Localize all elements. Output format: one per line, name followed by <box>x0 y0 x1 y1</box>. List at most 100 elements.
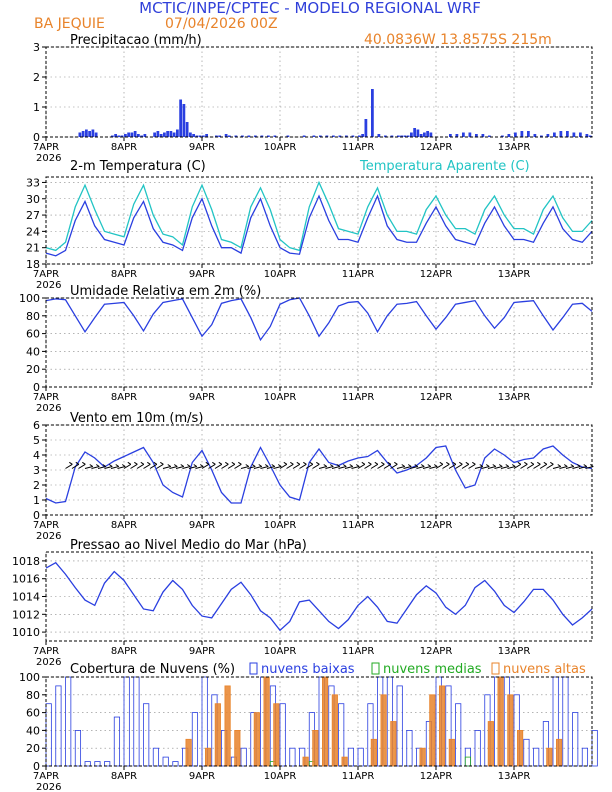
x-tick-label: 9APR <box>189 646 215 657</box>
wind-arrow-head <box>387 461 392 465</box>
precip-bar <box>185 122 189 137</box>
wind-arrow-head <box>218 461 223 465</box>
x-tick-label: 10APR <box>264 520 297 531</box>
y-tick-label: 2 <box>33 71 40 84</box>
wind-arrow <box>214 463 223 469</box>
wind-arrow <box>422 466 431 469</box>
panel-title: 2-m Temperatura (C) <box>70 159 206 174</box>
x-tick-label: 12APR <box>420 520 453 531</box>
wind-arrow <box>195 466 204 469</box>
wind-arrow <box>149 463 158 469</box>
wind-arrow <box>370 463 379 469</box>
wind-arrow <box>292 463 301 469</box>
precip-bar <box>397 135 400 137</box>
year-label: 2026 <box>36 782 61 792</box>
precip-bar <box>81 131 85 137</box>
precip-bar <box>241 135 244 137</box>
precip-bar <box>205 134 209 137</box>
precip-bar <box>426 131 430 137</box>
wind-arrow-head <box>537 461 541 465</box>
wind-arrow <box>331 466 340 469</box>
precip-bar <box>416 129 420 137</box>
wind-arrow-head <box>342 464 347 467</box>
cloud-bar-2 <box>370 738 377 767</box>
wind-arrow-head <box>446 461 450 465</box>
panel-title: Umidade Relativa em 2m (%) <box>70 284 261 299</box>
y-tick-label: 0 <box>33 509 40 522</box>
wind-arrow-head <box>225 461 229 465</box>
wind-arrow-head <box>258 464 263 467</box>
precip-bar <box>302 135 306 137</box>
precip-bar <box>468 132 472 137</box>
wind-arrow-head <box>485 464 490 467</box>
wind-arrow-head <box>167 464 172 467</box>
precip-bar <box>475 134 478 137</box>
wind-arrow <box>253 466 262 469</box>
x-tick-label: 7APR <box>33 392 59 403</box>
wind-arrow <box>461 463 470 469</box>
precip-bar <box>312 135 316 137</box>
wind-arrow-head <box>361 461 366 465</box>
wind-arrow-head <box>329 464 334 467</box>
main-title: MCTIC/INPE/CPTEC - MODELO REGIONAL WRF <box>139 0 481 17</box>
cloud-bar-2 <box>507 694 514 767</box>
year-label: 2026 <box>36 280 61 291</box>
panel-frame <box>45 46 593 138</box>
precip-bar <box>153 132 157 137</box>
wind-arrow-head <box>89 464 94 467</box>
y-tick-label: 80 <box>26 310 40 323</box>
wind-arrow <box>442 463 450 469</box>
wind-arrow-head <box>323 464 328 467</box>
wind-arrow-head <box>570 464 575 467</box>
wind-arrow <box>377 463 385 469</box>
wind-arrow-head <box>505 464 510 467</box>
precip-bar <box>358 135 361 137</box>
wind-arrow <box>396 466 405 469</box>
wind-arrow-head <box>271 464 276 467</box>
wind-arrow-head <box>401 464 406 467</box>
x-tick-label: 13APR <box>498 392 531 403</box>
wind-arrow <box>130 463 138 469</box>
wind-arrow <box>455 463 463 469</box>
x-tick-label: 13APR <box>498 269 531 280</box>
wind-arrow-head <box>479 464 484 467</box>
precip-bar <box>514 132 517 137</box>
wind-arrow-head <box>95 464 100 467</box>
wind-arrow <box>234 463 242 469</box>
precip-bar <box>390 135 394 137</box>
wind-arrow-head <box>309 461 314 465</box>
year-label: 2026 <box>36 657 61 668</box>
x-tick-label: 12APR <box>420 269 453 280</box>
precip-bar <box>179 99 183 137</box>
wind-arrow <box>572 466 581 469</box>
cloud-bar-2 <box>390 721 397 767</box>
series-label: Temperatura Aparente (C) <box>359 159 530 174</box>
y-tick-label: 0 <box>33 131 40 144</box>
year-label: 2026 <box>36 153 61 164</box>
cloud-bar-0 <box>572 712 579 767</box>
x-tick-label: 10APR <box>264 771 297 782</box>
wind-arrow-head <box>82 461 86 465</box>
cloud-bar-0 <box>162 756 169 767</box>
wind-arrow <box>474 466 483 469</box>
y-tick-label: 20 <box>26 742 40 755</box>
y-tick-label: 4 <box>33 449 40 462</box>
wind-arrow <box>65 463 73 469</box>
wind-arrow <box>247 466 256 469</box>
wind-arrow-head <box>583 464 588 467</box>
x-tick-label: 13APR <box>498 771 531 782</box>
legend-swatch <box>371 662 380 675</box>
wind-arrow <box>552 466 561 469</box>
wind-arrow-head <box>140 461 145 465</box>
wind-arrow <box>559 466 568 469</box>
x-tick-label: 7APR <box>33 269 59 280</box>
cloud-bar-2 <box>331 694 338 767</box>
panel-temperature: 18 21 24 27 30 33 7APR 8APR 9APR 10APR 11APR 12APR 1… <box>26 159 593 291</box>
precip-bar <box>384 135 387 137</box>
wind-arrow <box>240 466 249 469</box>
x-tick-label: 9APR <box>189 142 215 153</box>
wind-arrow-head <box>134 461 138 465</box>
wind-arrow <box>546 463 554 469</box>
precip-bar <box>579 132 582 137</box>
